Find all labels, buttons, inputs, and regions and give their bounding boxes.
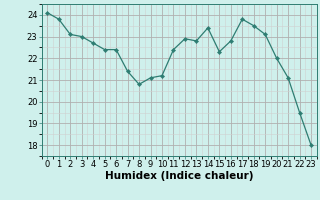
X-axis label: Humidex (Indice chaleur): Humidex (Indice chaleur) (105, 171, 253, 181)
